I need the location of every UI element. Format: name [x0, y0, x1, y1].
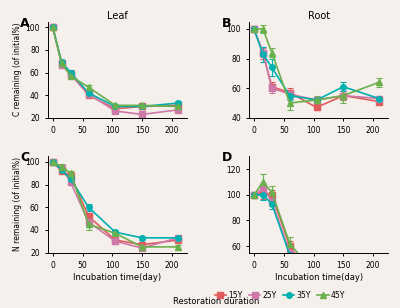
Y-axis label: C remaining (of initial%): C remaining (of initial%) [13, 23, 22, 116]
Text: D: D [222, 152, 232, 164]
Legend: 15Y, 25Y, 35Y, 45Y: 15Y, 25Y, 35Y, 45Y [212, 288, 348, 303]
Text: Restoration duration: Restoration duration [173, 298, 259, 306]
X-axis label: Incubation time(day): Incubation time(day) [274, 273, 363, 282]
Text: C: C [20, 152, 29, 164]
Text: A: A [20, 17, 30, 30]
Title: Root: Root [308, 11, 330, 21]
X-axis label: Incubation time(day): Incubation time(day) [73, 273, 162, 282]
Y-axis label: N remaining (of initial%): N remaining (of initial%) [13, 157, 22, 252]
Title: Leaf: Leaf [107, 11, 128, 21]
Text: B: B [222, 17, 231, 30]
